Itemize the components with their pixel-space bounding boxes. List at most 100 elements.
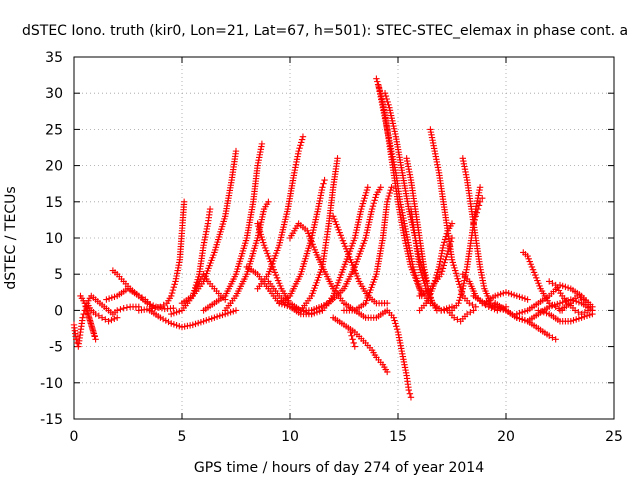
data-point xyxy=(573,316,580,323)
y-tick-label: 0 xyxy=(54,303,63,319)
data-point xyxy=(513,310,520,318)
data-point xyxy=(475,202,483,209)
data-point xyxy=(474,205,482,213)
data-point xyxy=(411,269,419,276)
data-point xyxy=(540,309,547,316)
data-point xyxy=(331,215,338,223)
y-tick-label: 35 xyxy=(45,50,63,66)
data-point xyxy=(567,318,574,325)
data-point xyxy=(352,270,360,277)
data-point xyxy=(79,314,86,321)
y-tick-label: -10 xyxy=(40,376,63,392)
data-point xyxy=(510,291,518,299)
data-point xyxy=(173,309,180,316)
data-point xyxy=(338,234,346,242)
data-point xyxy=(381,90,389,97)
data-point xyxy=(497,290,504,298)
data-point xyxy=(391,317,398,324)
data-point xyxy=(583,312,591,320)
data-point xyxy=(123,304,131,311)
data-point xyxy=(419,274,427,282)
data-point xyxy=(339,237,347,244)
data-point xyxy=(519,294,526,301)
data-point xyxy=(157,314,164,321)
data-point xyxy=(453,272,461,280)
data-point xyxy=(254,220,261,227)
data-point xyxy=(374,78,381,85)
data-point xyxy=(456,281,463,288)
data-point xyxy=(454,275,461,282)
data-point xyxy=(457,291,465,298)
data-point xyxy=(415,284,423,291)
data-point xyxy=(168,320,175,327)
data-point xyxy=(521,308,529,315)
data-point xyxy=(407,394,415,401)
data-point xyxy=(386,189,393,197)
data-point xyxy=(108,294,115,301)
data-point xyxy=(84,310,92,317)
data-point xyxy=(422,282,429,290)
data-point xyxy=(457,294,464,301)
data-point xyxy=(473,209,481,216)
x-tick-label: 25 xyxy=(605,429,623,445)
data-point xyxy=(385,192,393,200)
data-point xyxy=(297,142,304,149)
data-points xyxy=(70,75,596,401)
data-point xyxy=(257,231,265,238)
data-point xyxy=(589,307,596,314)
data-point xyxy=(371,197,378,204)
data-point xyxy=(277,282,284,290)
data-point xyxy=(258,140,266,148)
data-point xyxy=(559,282,566,290)
data-point xyxy=(120,305,127,312)
data-point xyxy=(255,223,262,230)
data-point xyxy=(573,298,580,305)
data-point xyxy=(384,299,391,307)
data-point xyxy=(575,315,583,322)
data-point xyxy=(450,261,457,269)
data-point xyxy=(441,236,449,243)
data-point xyxy=(88,324,96,331)
data-point xyxy=(346,253,353,261)
data-point xyxy=(494,291,502,299)
data-point xyxy=(451,264,458,272)
data-point xyxy=(387,187,394,194)
data-point xyxy=(441,259,448,266)
data-point xyxy=(159,315,167,323)
data-point xyxy=(526,258,533,265)
data-point xyxy=(433,271,440,279)
data-point xyxy=(162,317,169,324)
data-point xyxy=(88,321,95,329)
data-point xyxy=(521,295,529,302)
data-point xyxy=(211,314,218,321)
data-point xyxy=(349,336,356,343)
data-point xyxy=(372,194,379,201)
data-point xyxy=(388,184,395,191)
data-point xyxy=(296,145,303,152)
data-point xyxy=(531,271,539,279)
data-point xyxy=(321,176,328,184)
data-point xyxy=(261,244,269,252)
data-point xyxy=(417,266,424,273)
x-tick-label: 0 xyxy=(70,429,79,445)
data-point xyxy=(354,275,362,282)
data-point xyxy=(418,269,425,276)
data-point xyxy=(492,292,499,300)
data-point xyxy=(476,198,484,205)
data-point xyxy=(447,238,455,245)
data-point xyxy=(344,248,351,255)
data-point xyxy=(308,238,315,245)
data-point xyxy=(358,205,365,213)
data-point xyxy=(232,147,240,155)
data-point xyxy=(114,307,121,314)
data-point xyxy=(373,75,380,82)
y-tick-label: 5 xyxy=(54,267,63,283)
data-point xyxy=(586,311,593,319)
data-point xyxy=(90,330,98,337)
x-tick-label: 5 xyxy=(178,429,187,445)
data-point xyxy=(581,309,589,316)
data-point xyxy=(337,232,344,239)
data-point xyxy=(114,314,121,321)
data-point xyxy=(450,314,458,321)
